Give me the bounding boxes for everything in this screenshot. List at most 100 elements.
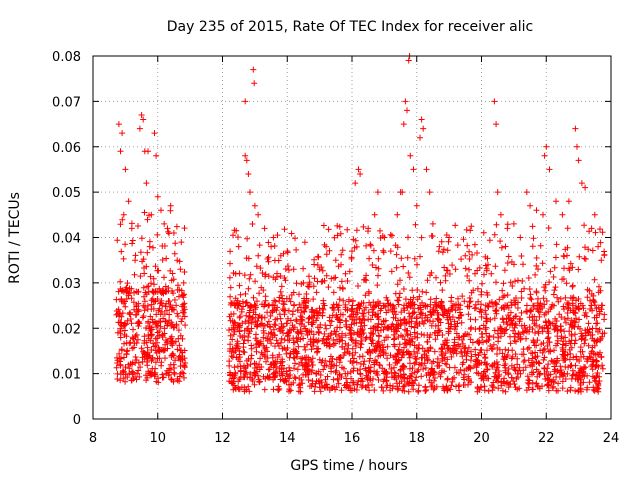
x-tick-label: 18 [408,431,425,446]
data-point [147,313,154,320]
data-point [242,152,249,159]
data-point [595,289,602,296]
data-point [541,152,548,159]
data-point [577,382,584,388]
data-point [464,242,471,249]
data-point [394,297,401,304]
data-point [599,365,606,372]
data-point [478,288,485,295]
data-point [297,384,304,391]
data-point [404,379,411,385]
data-point [599,229,606,236]
data-point [575,306,582,313]
data-point [387,301,394,308]
data-point [121,354,127,361]
data-point [381,370,388,377]
data-point [398,378,405,385]
data-point [290,354,297,361]
data-point [236,351,243,358]
data-point [438,369,445,376]
data-point [232,370,239,377]
data-point [536,313,543,320]
data-point [492,263,499,270]
data-point [321,362,328,369]
data-point [306,279,313,286]
data-point [173,302,180,309]
data-point [561,370,568,377]
data-point [360,361,367,368]
x-tick-label: 22 [538,431,555,446]
data-point [332,369,339,376]
data-point [591,276,598,283]
data-point [141,333,148,340]
data-point [261,352,268,359]
data-point [564,388,571,395]
y-tick-label: 0.06 [52,141,81,156]
data-point [258,349,265,356]
data-point [245,171,252,177]
data-point [516,364,523,371]
data-point [434,355,441,362]
data-point [117,334,124,341]
data-point [285,315,291,322]
data-point [432,336,439,343]
data-point [578,336,585,343]
data-point [544,382,551,389]
data-point [478,359,485,366]
data-point [176,342,183,349]
data-point [253,331,259,338]
data-point [282,307,289,314]
data-point [319,267,326,274]
data-point [514,370,521,377]
data-point [336,324,343,331]
data-point [326,247,333,254]
data-point [545,361,552,368]
data-point [113,296,120,303]
data-point [447,346,454,353]
data-point [429,220,436,227]
data-point [457,366,464,373]
data-point [256,242,263,249]
data-point [362,276,368,283]
data-point [427,301,434,308]
data-point [125,198,132,205]
data-point [157,319,164,325]
x-tick-label: 8 [89,431,97,446]
data-point [395,301,402,308]
data-point [435,302,442,309]
data-point [545,334,552,341]
data-point [443,361,450,368]
data-point [281,311,288,318]
data-point [599,333,606,340]
data-point [301,299,308,306]
data-point [180,292,187,299]
data-point [156,348,163,355]
data-point [336,338,343,345]
data-point [367,242,374,249]
data-point [367,241,374,248]
data-point [539,349,546,356]
data-point [114,376,121,382]
data-point [314,253,321,260]
data-point [572,125,579,132]
data-point [552,284,559,291]
data-point [254,364,261,371]
data-point [118,248,125,255]
data-point [269,354,276,361]
data-point [316,305,323,312]
data-point [181,306,188,313]
data-point [552,254,559,261]
data-point [379,365,386,372]
data-point [558,314,565,321]
data-point [541,365,548,372]
data-point [539,260,546,267]
data-point [518,309,525,316]
data-point [300,335,307,342]
data-point [130,326,136,333]
data-point [514,305,521,311]
data-point [562,363,569,370]
data-point [141,209,148,216]
data-point [147,369,154,376]
data-point [117,148,124,155]
data-point [565,198,572,205]
